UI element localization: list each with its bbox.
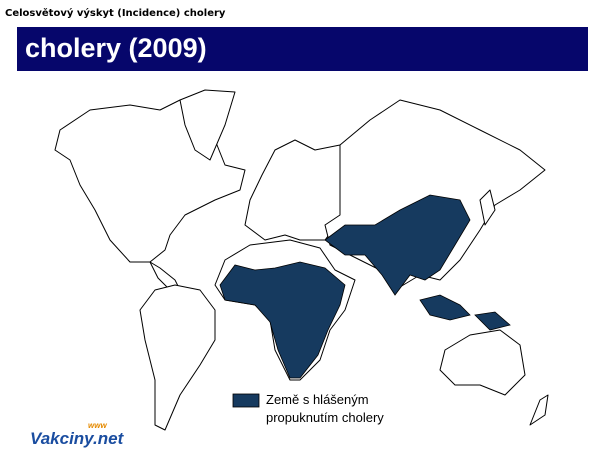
logo-prefix: www (88, 421, 107, 430)
caption: Celosvětový výskyt (Incidence) cholery (5, 8, 226, 19)
title: cholery (2009) (25, 33, 207, 63)
indonesia (419, 294, 471, 321)
asia-affected (324, 194, 471, 296)
legend-text: propuknutím cholery (266, 410, 384, 425)
australia (439, 329, 526, 396)
africa-affected (219, 261, 346, 379)
south-america (139, 284, 216, 431)
new-guinea (474, 311, 511, 331)
legend-text: Země s hlášeným (266, 392, 369, 407)
new-zealand (529, 394, 549, 426)
logo: Vakciny.net (30, 429, 125, 448)
legend-swatch (232, 393, 260, 408)
greenland (179, 89, 236, 161)
title-bar: cholery (2009) (17, 27, 588, 71)
japan (479, 189, 496, 226)
